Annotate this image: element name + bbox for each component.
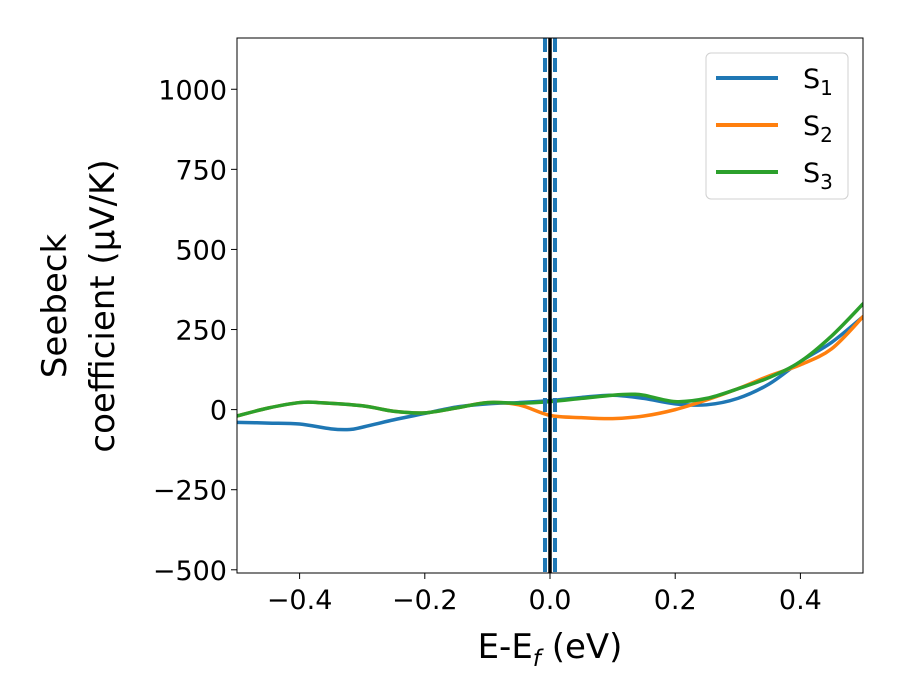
x-tick-label: 0.0 — [529, 585, 572, 616]
series-line-s3 — [237, 302, 863, 418]
plot-area — [237, 38, 863, 573]
y-tick-label: −500 — [153, 556, 227, 587]
legend-label-s1: S1 — [803, 64, 833, 100]
y-tick-label: 0 — [210, 396, 227, 427]
x-tick-label: −0.2 — [392, 585, 458, 616]
y-axis-title-line1: Seebeck — [35, 234, 75, 379]
x-tick-label: 0.4 — [779, 585, 822, 616]
x-tick-label: 0.2 — [654, 585, 697, 616]
x-axis-title-sub: f — [533, 646, 544, 672]
legend-label-s2: S2 — [803, 111, 833, 147]
x-axis-title: E-Ef (eV) — [478, 627, 623, 672]
y-tick-label: 1000 — [158, 75, 227, 106]
y-axis-title-line2: coefficient (μV/K) — [83, 159, 123, 452]
y-tick-label: 500 — [175, 235, 227, 266]
legend: S1 S2 S3 — [705, 52, 849, 200]
x-axis: −0.4 −0.2 0.0 0.2 0.4 — [267, 573, 822, 616]
y-tick-label: 250 — [175, 316, 227, 347]
x-tick-label: −0.4 — [267, 585, 333, 616]
legend-label-s3: S3 — [803, 158, 833, 194]
y-tick-label: −250 — [153, 476, 227, 507]
y-tick-label: 750 — [175, 155, 227, 186]
y-axis: −500 −250 0 250 500 750 1000 — [153, 75, 237, 587]
